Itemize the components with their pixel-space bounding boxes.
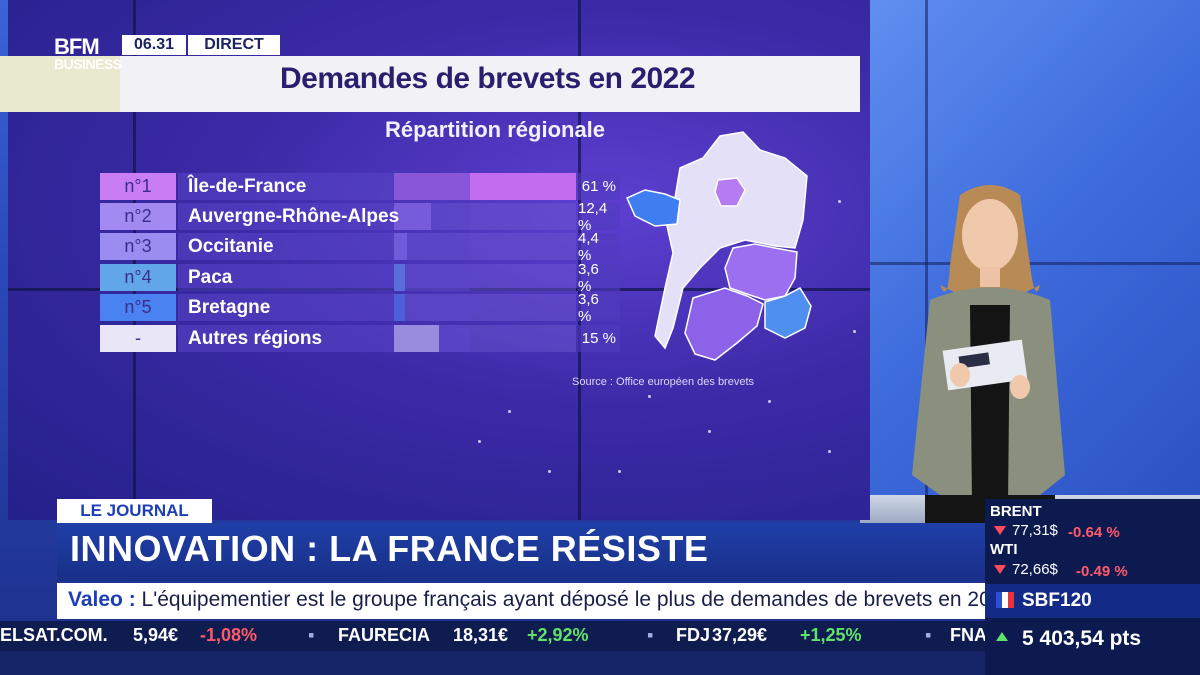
channel-logo: BFM BUSINESS [54, 34, 122, 78]
wti-value: 72,66$ [1012, 561, 1058, 578]
rank-label: n°1 [100, 173, 176, 200]
ranking-row: Occitanie n°3 4,4 % [100, 230, 620, 264]
down-arrow-icon [994, 526, 1006, 535]
ticker-change: +1,25% [800, 625, 862, 645]
ticker-value: 18,31€ [453, 625, 509, 645]
info-company: Valeo : [68, 588, 136, 611]
program-tag: LE JOURNAL [57, 499, 212, 523]
ticker-change: -1,08% [200, 625, 258, 645]
wall-seam [925, 0, 928, 500]
ticker-value: 37,29€ [712, 625, 768, 645]
share-percentage: 4,4 % [578, 230, 620, 264]
france-map [626, 131, 812, 361]
source-note: Source : Office européen des brevets [572, 376, 755, 388]
share-percentage: 3,6 % [578, 291, 620, 325]
ranking-row: Paca n°4 3,6 % [100, 261, 620, 295]
brent-label: BRENT [990, 503, 1042, 520]
presenter-figure [912, 185, 1065, 525]
ticker-separator-icon: ▪ [925, 625, 932, 645]
share-percentage: 61 % [578, 173, 620, 200]
ranking-row: Île-de-France n°1 61 % [100, 173, 620, 200]
brent-change: -0.64 % [1068, 524, 1120, 541]
map-region-other [654, 131, 808, 350]
share-percentage: 15 % [578, 325, 620, 352]
info-text: L'équipementier est le groupe français a… [135, 588, 1020, 611]
up-arrow-icon [996, 632, 1008, 641]
region-name: Paca [178, 264, 470, 291]
region-name: Île-de-France [178, 173, 470, 200]
ticker-separator-icon: ▪ [647, 625, 654, 645]
french-flag-icon [996, 592, 1014, 608]
share-percentage: 12,4 % [578, 200, 620, 234]
ticker-name: FDJ [676, 625, 711, 645]
info-line: Valeo : L'équipementier est le groupe fr… [68, 588, 1020, 612]
logo-line2: BUSINESS [54, 56, 122, 72]
ticker-name: ELSAT.COM. [0, 625, 108, 645]
info-band [57, 583, 985, 619]
rank-label: n°4 [100, 264, 176, 291]
index-label: SBF120 [1022, 590, 1092, 611]
ticker-value: 5,94€ [133, 625, 179, 645]
graphic-subtitle: Répartition régionale [385, 117, 606, 142]
ranking-row: Auvergne-Rhône-Alpes n°2 12,4 % [100, 200, 620, 234]
region-name: Occitanie [178, 233, 470, 260]
region-name: Bretagne [178, 294, 470, 321]
map-region-bretagne [626, 189, 681, 227]
wti-label: WTI [990, 541, 1018, 558]
headline-band [57, 523, 985, 581]
rank-label: - [100, 325, 176, 352]
stock-ticker: ELSAT.COM. 5,94€ -1,08% ▪ FAURECIA 18,31€ +2,9… [0, 621, 985, 651]
rank-label: n°3 [100, 233, 176, 260]
rank-label: n°5 [100, 294, 176, 321]
share-percentage: 3,6 % [578, 261, 620, 295]
ticker-name: FAURECIA [338, 625, 431, 645]
ticker-separator-icon: ▪ [308, 625, 315, 645]
region-name: Autres régions [178, 325, 470, 352]
index-value: 5 403,54 pts [1022, 627, 1142, 650]
ranking-row: Bretagne n°5 3,6 % [100, 291, 620, 325]
title-band [0, 56, 860, 112]
map-region-ile-de-france [714, 177, 746, 207]
index-band [985, 584, 1200, 618]
wti-change: -0.49 % [1076, 563, 1128, 580]
headline: INNOVATION : LA FRANCE RÉSISTE [70, 528, 709, 569]
ticker-name: FNA [950, 625, 985, 645]
rank-label: n°2 [100, 203, 176, 230]
live-badge: DIRECT [188, 35, 280, 55]
down-arrow-icon [994, 565, 1006, 574]
ticker-change: +2,92% [527, 625, 589, 645]
graphic-title: Demandes de brevets en 2022 [280, 62, 696, 95]
map-region-paca [764, 287, 812, 339]
brent-value: 77,31$ [1012, 522, 1058, 539]
clock: 06.31 [122, 35, 186, 55]
region-name: Auvergne-Rhône-Alpes [178, 203, 470, 230]
logo-line1: BFM [54, 34, 100, 59]
map-region-occitanie [684, 287, 764, 361]
ranking-row: Autres régions - 15 % [100, 325, 620, 352]
wall-seam [870, 262, 1200, 265]
title-band-accent [0, 56, 120, 112]
